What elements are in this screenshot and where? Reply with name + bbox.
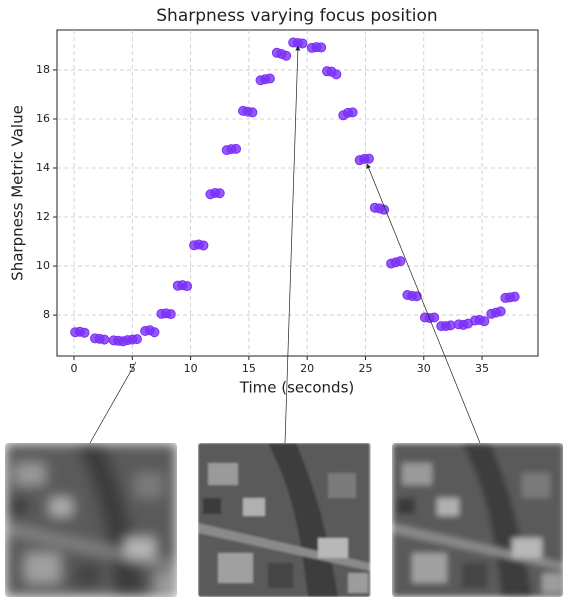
connector: [366, 163, 481, 444]
point: [182, 281, 193, 292]
point: [198, 240, 209, 251]
point: [79, 327, 90, 338]
connector: [89, 361, 137, 444]
image-blurred-right: [392, 443, 563, 597]
x-axis-label: Time (seconds): [239, 379, 355, 397]
x-tick-label: 35: [475, 362, 489, 375]
point: [445, 320, 456, 331]
points: [70, 37, 520, 347]
y-tick-label: 14: [36, 161, 50, 174]
point: [395, 256, 406, 267]
y-tick-label: 12: [36, 210, 50, 223]
point: [363, 153, 374, 164]
point: [411, 291, 422, 302]
point: [281, 50, 292, 61]
point: [495, 306, 506, 317]
point: [347, 107, 358, 118]
plot-area: [56, 29, 539, 357]
y-tick-label: 10: [36, 259, 50, 272]
point: [264, 73, 275, 84]
x-tick-label: 15: [242, 362, 256, 375]
y-tick-label: 18: [36, 63, 50, 76]
point: [509, 291, 520, 302]
point: [231, 143, 242, 154]
point: [247, 107, 258, 118]
x-tick-label: 20: [300, 362, 314, 375]
connector: [284, 45, 301, 444]
grid: [57, 30, 538, 356]
point: [429, 312, 440, 323]
point: [131, 334, 142, 345]
point: [165, 309, 176, 320]
point: [479, 316, 490, 327]
point: [297, 38, 308, 49]
point: [316, 42, 327, 53]
point: [99, 334, 110, 345]
chart-title: Sharpness varying focus position: [156, 6, 437, 26]
y-axis-label: Sharpness Metric Value: [9, 105, 27, 281]
x-tick-label: 25: [358, 362, 372, 375]
image-sharp: [198, 443, 370, 597]
point: [214, 188, 225, 199]
point: [331, 69, 342, 80]
x-tick-label: 30: [417, 362, 431, 375]
y-tick-label: 8: [43, 308, 50, 321]
x-tick-label: 0: [71, 362, 78, 375]
x-tick-label: 10: [184, 362, 198, 375]
image-blurred-left: [5, 443, 177, 597]
y-tick-label: 16: [36, 112, 50, 125]
x-tick-label: 5: [129, 362, 136, 375]
point: [149, 327, 160, 338]
